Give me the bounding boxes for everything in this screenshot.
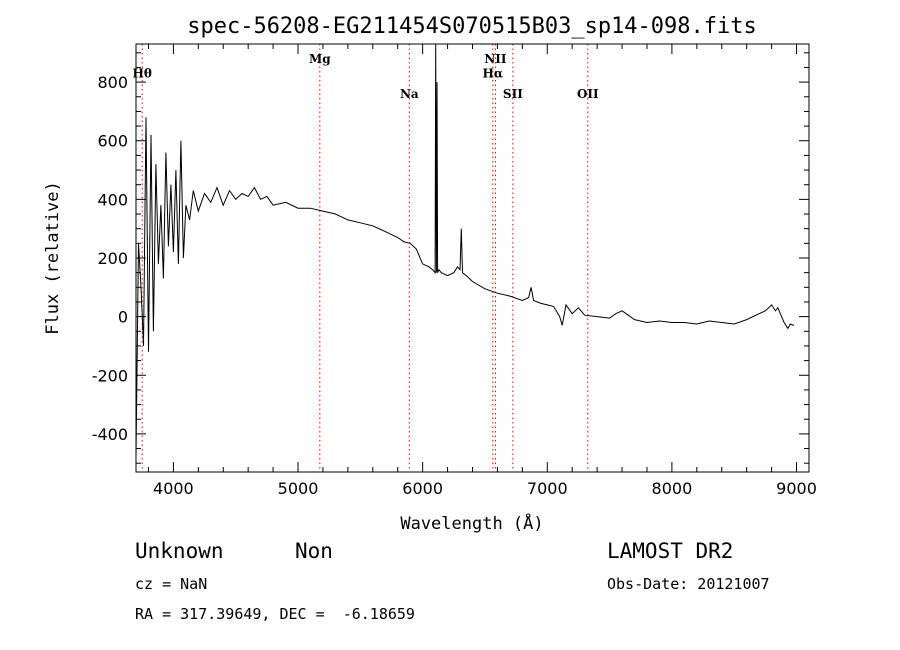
y-tick-label: 800 [97, 73, 128, 92]
y-tick-label: 0 [118, 308, 128, 327]
x-tick-label: 8000 [652, 479, 693, 498]
redshift-value: cz = NaN [135, 575, 208, 593]
x-axis-label: Wavelength (Å) [400, 512, 543, 534]
line-label-5: SII [503, 87, 523, 101]
y-tick-label: 200 [97, 249, 128, 268]
coordinates: RA = 317.39649, DEC = -6.18659 [135, 605, 415, 623]
x-tick-label: 7000 [527, 479, 568, 498]
line-label-3: NII [484, 52, 507, 66]
spectral-class: Unknown [135, 539, 224, 563]
x-tick-label: 9000 [776, 479, 817, 498]
spectrum-series [135, 43, 795, 458]
survey-name: LAMOST DR2 [607, 539, 734, 563]
x-tick-label: 5000 [278, 479, 319, 498]
spectrum-line-0 [135, 43, 795, 458]
line-label-0: Hθ [133, 67, 152, 81]
line-label-6: OII [577, 87, 599, 101]
y-tick-label: 600 [97, 132, 128, 151]
line-label-4: Hα [483, 67, 504, 81]
line-label-2: Na [400, 87, 419, 101]
y-tick-label: -200 [92, 366, 128, 385]
observation-date: Obs-Date: 20121007 [607, 575, 770, 593]
y-tick-label: 400 [97, 190, 128, 209]
plot-frame [135, 43, 810, 473]
spectral-subclass: Non [295, 539, 333, 563]
x-tick-label: 6000 [402, 479, 443, 498]
chart-title: spec-56208-EG211454S070515B03_sp14-098.f… [187, 14, 757, 39]
x-axis: 4000 5000 6000 7000 8000 9000 [147, 44, 817, 498]
y-axis: -400 -200 0 200 400 600 800 [92, 52, 809, 464]
line-label-1: Mg [309, 52, 331, 66]
y-tick-label: -400 [92, 425, 128, 444]
x-tick-label: 4000 [153, 479, 194, 498]
y-axis-label: Flux (relative) [43, 181, 63, 335]
